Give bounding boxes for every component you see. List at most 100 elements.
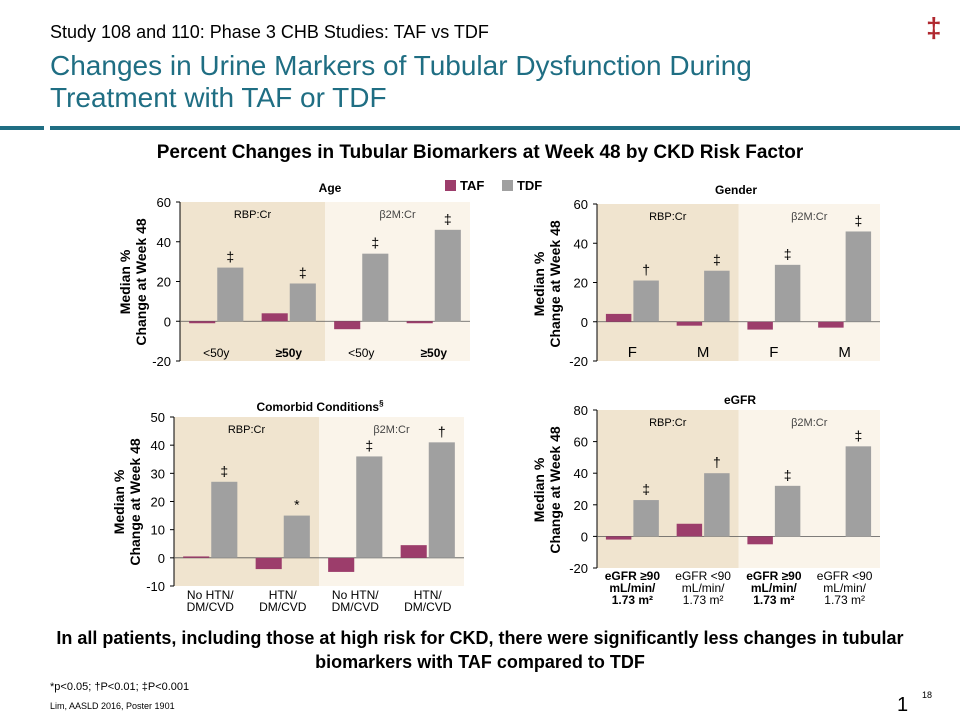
significance-marker: ‡ [220,463,228,479]
significance-marker: ‡ [784,246,792,262]
category-label-line: DM/CVD [187,600,235,614]
group-label: RBP:Cr [649,417,687,429]
y-axis-label: Median %Change at Week 48 [531,220,563,348]
y-axis-label-line: Change at Week 48 [547,426,563,554]
bar-tdf [633,500,659,537]
legend-label-tdf: TDF [516,178,543,193]
category-label: F [769,344,778,361]
bar-tdf [704,270,730,322]
bar-tdf [356,456,383,558]
bar-tdf [434,229,461,322]
category-label: eGFR ≥90 mL/min/1.73 m² [605,569,661,607]
bar-tdf [704,473,730,537]
category-label-line: mL/min/ [823,581,866,595]
y-tick-label: 50 [151,410,165,425]
chart-panel-4: RBP:Cr β2M:Cr -20 0 20 40 60 80 Median %Change a… [531,393,880,607]
y-tick-label: 40 [151,438,165,453]
y-axis-label-line: Median % [531,251,547,316]
page-number: 1 [897,694,909,716]
significance-marker: ‡ [854,212,862,228]
category-label-line: DM/CVD [332,600,380,614]
bar-tdf [845,231,872,322]
category-label-line: No HTN/ [332,588,379,602]
y-tick-label: 60 [157,195,171,210]
category-label-line: eGFR ≥90 [746,569,802,583]
category-label: No HTN/DM/CVD [332,588,380,614]
y-tick-label: 0 [581,529,588,544]
category-label-line: mL/min/ [751,581,798,595]
bar-tdf [217,267,244,322]
y-tick-label: 20 [574,276,588,291]
y-tick-label: 80 [574,403,588,418]
significance-marker: ‡ [854,427,862,443]
bar-taf [183,556,210,558]
legend: TAF TDF [445,178,556,193]
bar-taf [400,545,427,558]
legend-swatch-tdf [501,180,513,191]
group-label: RBP:Cr [649,211,687,223]
conclusion-text: In all patients, including those at high… [56,628,904,672]
bar-tdf [774,485,801,537]
group-label: β2M:Cr [791,417,828,429]
bar-taf [747,321,773,330]
y-tick-label: 10 [151,523,165,538]
chart-panel-1: RBP:Cr β2M:Cr -20 0 20 40 60 Median %Change at … [117,181,470,369]
title-rule-right [50,126,960,130]
significance-marker: ‡ [365,437,373,453]
bar-taf [605,536,632,540]
category-label-line: 1.73 m² [753,593,794,607]
y-tick-label: 60 [574,435,588,450]
category-label: eGFR <90 mL/min/1.73 m² [817,569,873,607]
legend-item-taf: TAF [445,178,484,193]
y-axis-label-line: Change at Week 48 [127,438,143,566]
chart-title: Gender [715,183,757,197]
y-tick-label: 40 [157,235,171,250]
group-label: β2M:Cr [379,209,416,221]
category-label-line: eGFR ≥90 [605,569,661,583]
category-label-line: 1.73 m² [824,593,865,607]
group-label: RBP:Cr [228,424,266,436]
group-label: β2M:Cr [373,424,410,436]
bar-tdf [362,253,389,322]
category-label: <50y [203,346,229,360]
y-tick-label: -20 [152,354,171,369]
bar-taf [747,536,773,545]
category-label: M [838,344,851,361]
chart-title-sup: § [379,399,384,408]
bar-taf [605,313,632,322]
citation: Lim, AASLD 2016, Poster 1901 [50,701,175,711]
chart-title: Age [319,181,342,195]
slide-number: 18 [922,690,933,700]
y-tick-label: -20 [569,354,588,369]
y-tick-label: -20 [569,561,588,576]
slide-title: Changes in Urine Markers of Tubular Dysf… [50,50,752,113]
category-label-line: DM/CVD [404,600,452,614]
category-label-line: HTN/ [414,588,443,602]
bar-tdf [633,280,659,322]
category-label: F [628,344,637,361]
category-label-line: 1.73 m² [683,593,724,607]
y-tick-label: 0 [164,314,171,329]
y-axis-label-line: Change at Week 48 [133,218,149,346]
significance-marker: ‡ [299,264,307,280]
bar-tdf [428,442,455,558]
category-label-line: No HTN/ [187,588,234,602]
group-label: β2M:Cr [791,211,828,223]
y-tick-label: -10 [146,579,165,594]
title-rule-left [0,126,44,130]
y-tick-label: 40 [574,236,588,251]
significance-marker: ‡ [713,252,721,268]
category-label-line: DM/CVD [259,600,307,614]
bar-tdf [845,446,872,537]
bar-taf [818,321,844,328]
chart-title: Comorbid Conditions§ [256,399,384,414]
category-label-line: mL/min/ [609,581,656,595]
panel-bg-rbp [180,202,325,361]
y-axis-label: Median %Change at Week 48 [111,438,143,566]
significance-marker: ‡ [226,249,234,265]
category-label: HTN/DM/CVD [259,588,307,614]
bar-taf [328,557,355,572]
legend-item-tdf: TDF [501,178,543,193]
y-axis-label-line: Median % [531,457,547,522]
